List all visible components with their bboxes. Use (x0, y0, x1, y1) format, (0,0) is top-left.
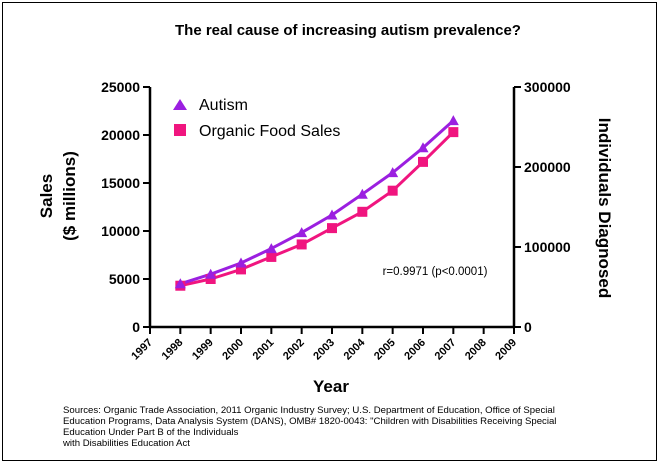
x-tick-label: 1998 (160, 337, 186, 363)
y-axis-right-label: Individuals Diagnosed (595, 118, 614, 298)
y-left-tick-label: 15000 (101, 175, 140, 191)
data-point-organic-food-sales (387, 185, 398, 196)
sources-line-1: Sources: Organic Trade Association, 2011… (63, 405, 555, 416)
data-point-autism (326, 209, 338, 220)
sources-line-4: with Disabilities Education Act (63, 438, 190, 449)
data-point-autism (235, 257, 247, 268)
x-tick-label: 2001 (251, 337, 277, 363)
data-point-organic-food-sales (357, 206, 368, 217)
x-axis-label: Year (313, 377, 349, 396)
data-point-organic-food-sales (327, 223, 337, 234)
data-point-autism (265, 243, 277, 254)
figure-frame: The real cause of increasing autism prev… (2, 2, 657, 461)
sources-note: Sources: Organic Trade Association, 2011… (63, 405, 643, 449)
x-tick-label: 2007 (433, 337, 459, 363)
y-right-tick-label: 300000 (524, 79, 571, 95)
data-point-autism (356, 188, 368, 199)
y-right-tick-label: 0 (524, 319, 532, 335)
data-point-autism (387, 167, 399, 178)
data-point-autism (447, 115, 459, 126)
data-point-autism (296, 227, 308, 238)
legend-label-organic-food-sales: Organic Food Sales (199, 123, 340, 140)
data-point-autism (174, 278, 186, 289)
left-axis-ticks: 0 5000 10000 15000 20000 25000 (101, 79, 150, 335)
data-point-organic-food-sales (266, 251, 277, 262)
x-tick-label: 2009 (493, 337, 519, 363)
data-point-autism (417, 142, 429, 153)
x-tick-label: 2003 (311, 337, 337, 363)
x-tick-label: 1999 (190, 337, 216, 363)
chart-canvas: The real cause of increasing autism prev… (37, 22, 614, 396)
legend-label-autism: Autism (199, 97, 248, 114)
x-tick-label: 2005 (372, 337, 398, 363)
legend: Autism Organic Food Sales (173, 97, 340, 140)
x-tick-label: 2006 (402, 337, 428, 363)
series-line-organic-food-sales (179, 131, 455, 288)
data-point-organic-food-sales (418, 156, 428, 167)
series-layer (174, 115, 459, 291)
legend-marker-autism (173, 99, 187, 110)
data-point-organic-food-sales (448, 127, 459, 138)
correlation-annotation: r=0.9971 (p<0.0001) (383, 266, 488, 278)
y-right-tick-label: 200000 (524, 159, 571, 175)
sources-line-3: Education Under Part B of the Individual… (63, 427, 239, 438)
data-point-organic-food-sales (236, 264, 246, 275)
y-left-tick-label: 25000 (101, 79, 140, 95)
sources-line-2: Education Programs, Data Analysis System… (63, 416, 557, 427)
y-left-tick-label: 5000 (109, 271, 140, 287)
data-point-organic-food-sales (205, 274, 216, 284)
x-tick-label: 2008 (463, 337, 489, 363)
y-axis-left-label-line2: ($ millions) (60, 151, 79, 241)
right-axis-ticks: 0 100000 200000 300000 (514, 79, 571, 335)
y-left-tick-label: 10000 (101, 223, 140, 239)
legend-marker-organic-food-sales (174, 124, 186, 136)
x-tick-label: 1997 (129, 337, 155, 363)
x-tick-label: 2000 (220, 337, 246, 363)
series-line-autism (179, 119, 455, 286)
y-left-tick-label: 0 (132, 319, 140, 335)
x-tick-label: 2002 (281, 337, 307, 363)
chart-title: The real cause of increasing autism prev… (175, 22, 521, 39)
data-point-autism (205, 268, 217, 279)
y-left-tick-label: 20000 (101, 127, 140, 143)
y-axis-left-label-line1: Sales (37, 174, 56, 218)
x-tick-label: 2004 (342, 336, 368, 362)
x-axis-ticks: 1997 1998 1999 2000 2001 2002 2003 2004 2005 2006… (129, 327, 519, 362)
data-point-organic-food-sales (296, 239, 307, 250)
y-right-tick-label: 100000 (524, 239, 571, 255)
